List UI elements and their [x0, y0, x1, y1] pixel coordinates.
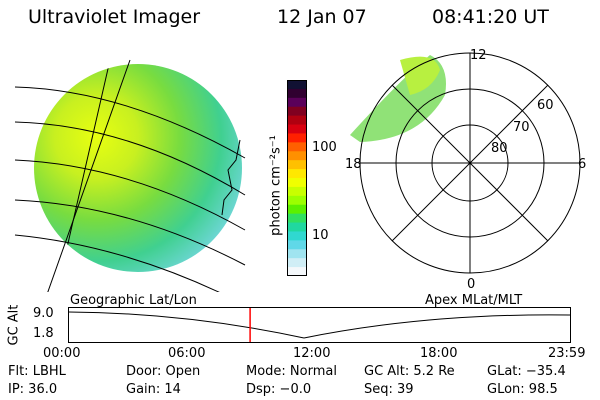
intensity-colorbar — [287, 80, 307, 276]
colorbar-tick-100: 100 — [312, 140, 337, 155]
colorbar-tick-10: 10 — [312, 228, 329, 243]
colorbar-stripe — [287, 115, 307, 126]
filter-status: Flt: LBHL — [8, 364, 66, 379]
coastline — [221, 139, 241, 216]
colorbar-unit-label: photon cm⁻²s⁻¹ — [268, 135, 284, 236]
time-tick-1200: 12:00 — [293, 346, 331, 361]
colorbar-stripe — [287, 258, 307, 268]
polar-grid — [359, 52, 581, 274]
gc-alt-status: GC Alt: 5.2 Re — [364, 364, 455, 379]
colorbar-stripe — [287, 133, 307, 143]
polar-mlt-panel — [350, 52, 581, 274]
gain-status: Gain: 14 — [126, 382, 181, 397]
door-status: Door: Open — [126, 364, 201, 379]
seq-status: Seq: 39 — [364, 382, 414, 397]
colorbar-stripe — [287, 151, 307, 161]
colorbar-stripe — [287, 222, 307, 232]
colorbar-stripe — [287, 80, 307, 90]
altitude-tick-high: 9.0 — [33, 306, 54, 321]
colorbar-stripe — [287, 178, 307, 188]
colorbar-stripe — [287, 88, 307, 99]
mlat-label-80: 80 — [491, 141, 508, 156]
altitude-plot — [68, 307, 571, 343]
altitude-axis-label: GC Alt — [6, 304, 22, 346]
colorbar-stripe — [287, 160, 307, 170]
mlt-label-18: 18 — [345, 157, 362, 172]
colorbar-stripe — [287, 195, 307, 206]
time-tick-1800: 18:00 — [420, 346, 458, 361]
mlt-label-6: 6 — [578, 157, 587, 172]
geographic-earth-disk — [34, 64, 242, 272]
colorbar-stripe — [287, 213, 307, 224]
ip-status: IP: 36.0 — [8, 382, 58, 397]
geographic-caption: Geographic Lat/Lon — [70, 293, 197, 308]
polar-bright-region — [400, 56, 440, 95]
colorbar-stripe — [287, 169, 307, 179]
mlt-label-0: 0 — [467, 277, 476, 292]
time-tick-0600: 06:00 — [168, 346, 206, 361]
altitude-tick-low: 1.8 — [33, 326, 54, 341]
colorbar-stripe — [287, 267, 307, 276]
time-tick-0000: 00:00 — [43, 346, 81, 361]
colorbar-stripe — [287, 249, 307, 259]
colorbar-stripe — [287, 106, 307, 117]
mlat-label-70: 70 — [513, 120, 530, 135]
date-label: 12 Jan 07 — [277, 6, 367, 28]
geographic-grid-lines — [14, 59, 246, 292]
glat-status: GLat: −35.4 — [487, 364, 566, 379]
colorbar-stripe — [287, 97, 307, 108]
mlat-label-60: 60 — [537, 98, 554, 113]
colorbar-stripe — [287, 231, 307, 241]
mlt-label-12: 12 — [470, 48, 487, 63]
colorbar-stripe — [287, 240, 307, 250]
glon-status: GLon: 98.5 — [487, 382, 558, 397]
apex-caption: Apex MLat/MLT — [425, 293, 523, 308]
altitude-curve — [68, 311, 571, 339]
geographic-image-panel — [14, 59, 246, 292]
time-tick-2359: 23:59 — [548, 346, 586, 361]
dsp-status: Dsp: −0.0 — [246, 382, 312, 397]
colorbar-stripe — [287, 186, 307, 197]
instrument-title: Ultraviolet Imager — [28, 6, 201, 28]
time-label: 08:41:20 UT — [432, 6, 549, 28]
colorbar-stripe — [287, 142, 307, 152]
colorbar-stripe — [287, 124, 307, 134]
colorbar-stripe — [287, 204, 307, 215]
mode-status: Mode: Normal — [246, 364, 337, 379]
